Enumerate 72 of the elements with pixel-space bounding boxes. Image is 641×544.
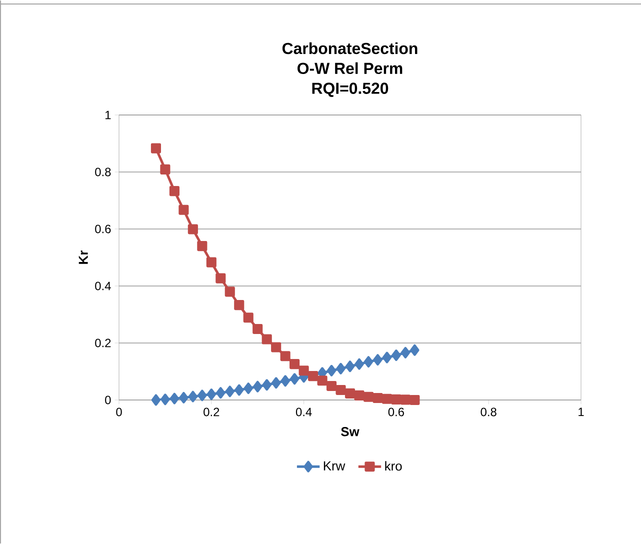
point — [234, 300, 244, 310]
point — [244, 382, 253, 394]
point — [169, 186, 180, 196]
point — [178, 204, 189, 215]
legend-label: Krw — [324, 461, 346, 470]
point — [262, 334, 272, 344]
point — [160, 394, 170, 406]
point — [382, 394, 392, 404]
point — [243, 312, 254, 323]
point — [410, 394, 420, 406]
point — [317, 376, 328, 386]
y-tick-label: 1 — [105, 110, 111, 120]
point — [179, 392, 188, 404]
point — [391, 394, 402, 404]
x-tick-label: 0.8 — [480, 408, 496, 416]
point — [271, 342, 282, 352]
point — [336, 384, 346, 396]
y-tick-label: 0.6 — [95, 224, 111, 234]
point — [298, 366, 309, 376]
point — [262, 379, 272, 391]
point — [234, 384, 244, 396]
point — [225, 386, 234, 398]
x-tick-label: 0.2 — [204, 408, 220, 416]
point — [151, 394, 161, 406]
point — [308, 371, 318, 382]
point — [224, 286, 235, 297]
x-tick-label: 0.4 — [296, 408, 312, 416]
point — [216, 273, 226, 284]
point — [206, 257, 216, 268]
point — [382, 352, 392, 364]
point — [271, 377, 281, 389]
x-tick-label: 0.6 — [388, 408, 404, 416]
y-axis-title: Kr — [78, 250, 88, 264]
point — [206, 388, 216, 400]
point — [373, 354, 382, 366]
point — [410, 344, 420, 356]
point — [280, 375, 290, 387]
point — [363, 392, 374, 402]
x-tick-label: 1 — [578, 408, 584, 416]
point — [326, 380, 337, 392]
point — [354, 358, 364, 370]
point — [188, 390, 198, 402]
point — [336, 362, 346, 374]
y-tick-label: 0.8 — [95, 168, 111, 176]
point — [170, 392, 180, 404]
point — [372, 392, 383, 404]
point — [188, 224, 198, 234]
x-tick-label: 0 — [116, 408, 122, 416]
point — [150, 143, 161, 154]
point — [400, 394, 410, 405]
point — [392, 350, 401, 361]
point — [198, 390, 207, 402]
point — [400, 346, 410, 358]
legend-label: kro — [385, 461, 402, 471]
point — [344, 388, 356, 398]
point — [364, 356, 374, 368]
point — [280, 351, 290, 362]
point — [290, 373, 300, 385]
point — [252, 324, 263, 334]
y-tick-label: 0 — [105, 396, 111, 404]
y-tick-label: 0.2 — [95, 338, 111, 348]
x-axis-title: Sw — [341, 427, 360, 436]
chart-title: CarbonateSection O-W Rel Perm RQI=0.520 — [282, 42, 418, 97]
point — [345, 360, 355, 372]
point — [290, 359, 300, 370]
point — [197, 241, 208, 252]
point — [216, 387, 226, 399]
point — [160, 164, 170, 174]
y-tick-label: 0.4 — [95, 282, 111, 290]
point — [253, 380, 262, 392]
point — [354, 390, 364, 400]
point — [326, 364, 336, 376]
